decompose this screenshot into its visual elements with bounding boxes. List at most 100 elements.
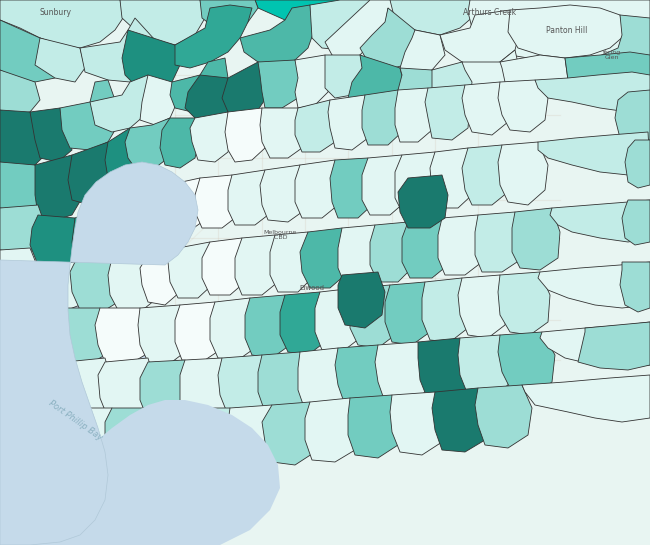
Polygon shape [362,155,408,215]
Polygon shape [325,55,368,98]
Polygon shape [595,15,650,70]
Polygon shape [462,145,510,205]
Polygon shape [0,248,40,305]
Polygon shape [0,205,45,252]
Polygon shape [135,185,175,240]
Polygon shape [60,358,112,420]
Polygon shape [270,232,315,292]
Polygon shape [522,375,650,422]
Polygon shape [462,50,520,108]
Polygon shape [462,82,510,135]
Polygon shape [262,402,318,465]
Polygon shape [508,5,625,58]
Polygon shape [98,358,155,420]
Polygon shape [432,388,488,452]
Polygon shape [375,342,428,405]
Polygon shape [348,395,400,458]
Polygon shape [185,75,235,120]
Polygon shape [578,322,650,370]
Polygon shape [330,158,375,218]
Polygon shape [68,142,118,205]
Polygon shape [432,62,480,112]
Polygon shape [0,110,45,168]
Polygon shape [298,348,348,412]
Polygon shape [108,255,155,312]
Polygon shape [338,272,385,328]
Polygon shape [202,238,248,295]
Polygon shape [162,178,205,232]
Polygon shape [422,278,470,342]
Polygon shape [0,460,650,545]
Polygon shape [0,298,30,355]
Polygon shape [622,200,650,245]
Polygon shape [418,338,470,402]
Polygon shape [70,258,118,312]
Polygon shape [305,398,358,462]
Polygon shape [398,175,448,228]
Polygon shape [140,248,182,305]
Polygon shape [310,0,372,50]
Text: Melbourne
 CBD: Melbourne CBD [263,229,296,240]
Polygon shape [195,175,238,228]
Polygon shape [160,118,200,168]
Polygon shape [105,408,158,468]
Polygon shape [498,332,555,395]
Polygon shape [0,305,178,545]
Polygon shape [370,222,415,282]
Polygon shape [625,140,650,188]
Polygon shape [615,90,650,142]
Polygon shape [20,358,72,418]
Polygon shape [240,5,315,65]
Polygon shape [315,288,362,352]
Polygon shape [185,408,238,470]
Polygon shape [0,162,198,545]
Polygon shape [122,30,180,88]
Text: Sunbury: Sunbury [39,8,71,16]
Polygon shape [140,75,178,125]
Polygon shape [200,0,258,30]
Polygon shape [565,52,650,95]
Polygon shape [235,235,280,295]
Polygon shape [338,225,382,285]
Polygon shape [30,108,72,162]
Polygon shape [475,212,522,272]
Polygon shape [258,60,302,108]
Polygon shape [425,85,470,140]
Polygon shape [228,170,270,225]
Polygon shape [280,292,328,355]
Polygon shape [95,308,148,365]
Polygon shape [402,218,450,278]
Polygon shape [68,408,118,468]
Polygon shape [260,165,305,222]
Text: Yering
Glen: Yering Glen [603,50,621,60]
Polygon shape [458,335,510,398]
Polygon shape [225,108,268,162]
Polygon shape [145,408,198,468]
Polygon shape [350,285,398,348]
Polygon shape [180,358,230,422]
Polygon shape [390,392,445,455]
Polygon shape [35,38,85,82]
Polygon shape [468,0,650,70]
Polygon shape [0,305,178,545]
Polygon shape [535,72,650,112]
Polygon shape [395,88,435,142]
Polygon shape [362,90,405,145]
Polygon shape [260,108,305,158]
Text: Panton Hill: Panton Hill [546,26,588,34]
Polygon shape [60,80,118,150]
Polygon shape [228,405,280,468]
Polygon shape [255,0,395,32]
Polygon shape [210,298,258,360]
Polygon shape [168,242,215,298]
Polygon shape [120,0,205,45]
Text: Port Phillip Bay: Port Phillip Bay [47,398,103,442]
Polygon shape [295,100,338,152]
Polygon shape [0,20,65,82]
Polygon shape [500,55,568,102]
Text: Arthurs Creek: Arthurs Creek [463,8,517,16]
Polygon shape [175,302,222,362]
Polygon shape [620,262,650,312]
Polygon shape [335,345,388,408]
Polygon shape [440,10,520,68]
